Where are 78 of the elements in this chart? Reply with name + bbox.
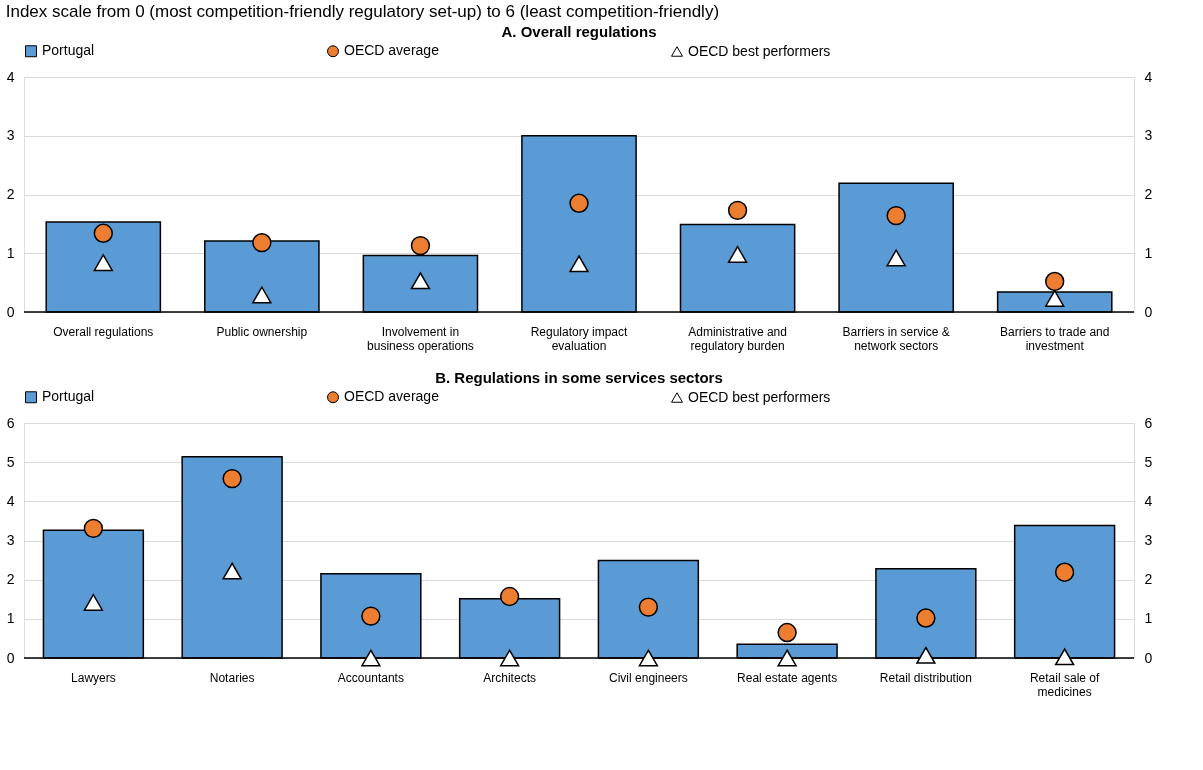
- point: [777, 649, 797, 667]
- y-tick-label: 0: [6, 649, 15, 666]
- x-tick-label: Architects: [483, 670, 536, 685]
- point: [222, 468, 242, 489]
- point: [499, 586, 520, 607]
- point: [916, 608, 936, 628]
- y2-tick-label: 0: [1144, 303, 1153, 320]
- y2-tick-label: 6: [1144, 414, 1153, 431]
- x-tick-label: Real estate agents: [737, 670, 838, 685]
- point: [361, 649, 381, 667]
- y2-tick-label: 5: [1144, 453, 1153, 470]
- legend-label: OECD average: [344, 42, 440, 59]
- point: [252, 233, 272, 253]
- y-tick-label: 2: [6, 186, 15, 202]
- point: [1054, 648, 1075, 666]
- point: [569, 193, 589, 213]
- point: [638, 597, 659, 617]
- point: [886, 205, 906, 226]
- point: [886, 249, 906, 267]
- x-tick-label: Barriers in service & network sectors: [842, 324, 950, 353]
- legend-label: Portugal: [42, 388, 95, 405]
- point: [93, 254, 113, 272]
- y2-tick-label: 3: [1144, 127, 1153, 144]
- point: [222, 562, 242, 580]
- point: [1045, 271, 1065, 292]
- x-tick-label: Public ownership: [216, 324, 308, 339]
- y-tick-label: 3: [6, 127, 15, 144]
- point: [83, 518, 104, 539]
- y2-tick-label: 3: [1144, 532, 1153, 548]
- chart-title: A. Overall regulations: [501, 23, 657, 40]
- point: [916, 646, 936, 664]
- chart-title: B. Regulations in some services sectors: [435, 369, 723, 386]
- point: [83, 593, 104, 611]
- point: [410, 235, 431, 256]
- x-tick-label: Retail distribution: [879, 670, 972, 685]
- legend-label: OECD best performers: [688, 388, 831, 405]
- legend-label: Portugal: [42, 42, 95, 59]
- x-tick-label: Administrative and regulatory burden: [688, 324, 787, 353]
- x-tick-label: Notaries: [209, 670, 255, 685]
- y-tick-label: 2: [6, 571, 15, 588]
- x-tick-label: Civil engineers: [609, 670, 688, 685]
- y-tick-label: 4: [6, 492, 15, 509]
- y-tick-label: 0: [6, 303, 15, 320]
- point: [569, 255, 589, 273]
- x-tick-label: Accountants: [337, 670, 404, 685]
- point: [727, 200, 748, 221]
- point: [252, 286, 272, 304]
- point: [777, 622, 797, 643]
- x-tick-label: Overall regulations: [53, 324, 154, 339]
- y2-tick-label: 4: [1144, 492, 1153, 509]
- point: [410, 272, 431, 290]
- y2-tick-label: 2: [1144, 571, 1153, 588]
- y2-tick-label: 2: [1144, 186, 1153, 202]
- x-tick-label: Regulatory impact evaluation: [530, 324, 629, 353]
- x-tick-label: Involvement in business operations: [367, 324, 474, 353]
- y-tick-label: 5: [6, 453, 15, 470]
- point: [727, 245, 748, 263]
- point: [638, 649, 659, 667]
- y2-tick-label: 4: [1144, 68, 1153, 85]
- y2-tick-label: 1: [1144, 610, 1153, 627]
- y-tick-label: 1: [6, 610, 15, 627]
- x-tick-label: Lawyers: [71, 670, 116, 685]
- x-tick-label: Barriers to trade and investment: [1000, 324, 1110, 353]
- legend-label: OECD best performers: [688, 42, 831, 59]
- y-tick-label: 6: [6, 414, 15, 431]
- x-tick-label: Retail sale of medicines: [1029, 670, 1100, 699]
- point: [1054, 562, 1075, 582]
- point: [1045, 289, 1065, 307]
- point: [361, 606, 381, 626]
- point: [93, 223, 113, 243]
- legend-label: OECD average: [344, 388, 440, 405]
- point: [499, 649, 520, 667]
- y-tick-label: 1: [6, 244, 15, 261]
- y2-tick-label: 1: [1144, 244, 1153, 261]
- y-tick-label: 3: [6, 532, 15, 548]
- y2-tick-label: 0: [1144, 649, 1153, 666]
- chart-subtitle: Index scale from 0 (most competition-friendly regulatory set-up) to 6 (least competition-friendly): [5, 1, 720, 21]
- y-tick-label: 4: [6, 68, 15, 85]
